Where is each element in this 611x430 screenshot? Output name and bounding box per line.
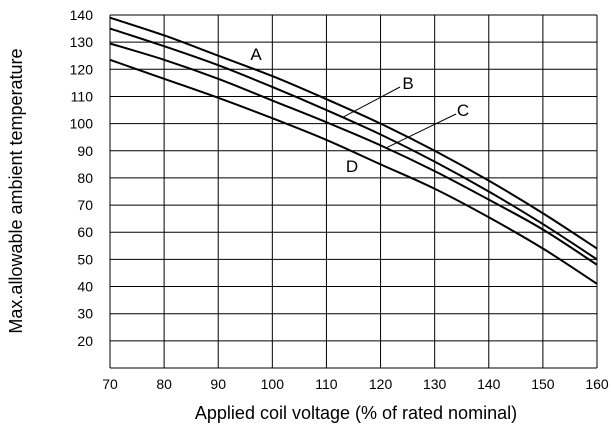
curve-label-a: A [250, 45, 262, 64]
series-line-c [109, 42, 598, 266]
y-axis-title: Max.allowable ambient temperature [6, 48, 26, 333]
y-tick-label-80: 80 [77, 170, 93, 186]
y-tick-label-100: 100 [70, 116, 94, 132]
y-tick-label-140: 140 [70, 7, 94, 23]
series-line-d [109, 58, 598, 285]
curve-label-d: D [346, 157, 358, 176]
leader-line-c [385, 113, 457, 149]
y-tick-label-70: 70 [77, 197, 93, 213]
x-tick-label-80: 80 [156, 376, 172, 392]
x-tick-label-150: 150 [531, 376, 555, 392]
tick-labels: 70 80 90 100 110 120 130 140 150 160 20 30 40 50 60 70 8… [70, 7, 609, 392]
y-tick-label-110: 110 [71, 88, 94, 104]
y-tick-label-50: 50 [77, 251, 93, 267]
y-tick-label-120: 120 [70, 61, 94, 77]
series-line-b [109, 27, 598, 261]
y-tick-label-40: 40 [77, 279, 93, 295]
y-tick-label-20: 20 [77, 333, 93, 349]
grid [109, 14, 598, 369]
curve-label-c: C [457, 101, 469, 120]
curve-label-b: B [402, 74, 413, 93]
series-lines [109, 16, 598, 285]
y-tick-label-30: 30 [77, 306, 93, 322]
leader-line-b [342, 86, 401, 118]
x-tick-label-110: 110 [315, 376, 338, 392]
curve-label-leaders [342, 86, 457, 149]
curve-labels: A B C D [250, 45, 469, 176]
y-tick-label-130: 130 [70, 34, 94, 50]
x-tick-label-160: 160 [585, 376, 609, 392]
y-tick-label-60: 60 [77, 224, 93, 240]
x-tick-label-70: 70 [102, 376, 118, 392]
series-line-a [109, 16, 598, 250]
x-tick-label-130: 130 [423, 376, 447, 392]
x-tick-label-120: 120 [369, 376, 393, 392]
x-tick-label-90: 90 [210, 376, 226, 392]
x-tick-label-140: 140 [477, 376, 501, 392]
x-axis-title: Applied coil voltage (% of rated nominal… [195, 403, 517, 423]
y-tick-label-90: 90 [77, 143, 93, 159]
x-tick-label-100: 100 [261, 376, 285, 392]
